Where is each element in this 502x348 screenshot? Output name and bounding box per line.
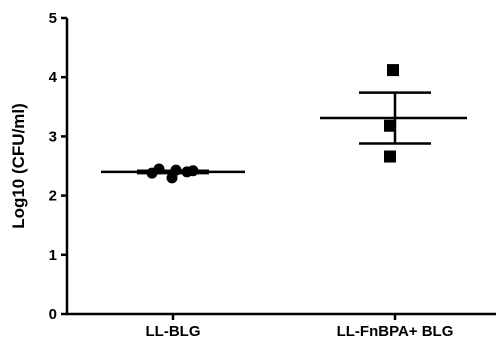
- group-0: [101, 163, 245, 184]
- y-tick-label: 3: [49, 128, 57, 145]
- y-tick-label: 2: [49, 188, 57, 205]
- x-axis: [66, 312, 496, 320]
- data-point: [384, 119, 396, 132]
- data-point: [384, 150, 396, 163]
- y-tick-label: 5: [49, 10, 57, 27]
- y-tick-label: 1: [49, 247, 57, 264]
- y-tick-label: 4: [49, 69, 58, 86]
- x-tick-label: LL-BLG: [146, 323, 201, 340]
- y-tick-labels: 0 1 2 3 4 5: [49, 10, 58, 323]
- y-tick-label: 0: [49, 306, 57, 323]
- y-axis-label: Log10 (CFU/ml): [9, 103, 28, 229]
- data-point: [387, 64, 399, 77]
- x-tick-label: LL-FnBPA+ BLG: [337, 323, 454, 340]
- y-axis: [61, 16, 69, 316]
- group-1: [320, 64, 467, 163]
- data-marks: [101, 64, 467, 184]
- x-tick-labels: LL-BLG LL-FnBPA+ BLG: [146, 323, 454, 340]
